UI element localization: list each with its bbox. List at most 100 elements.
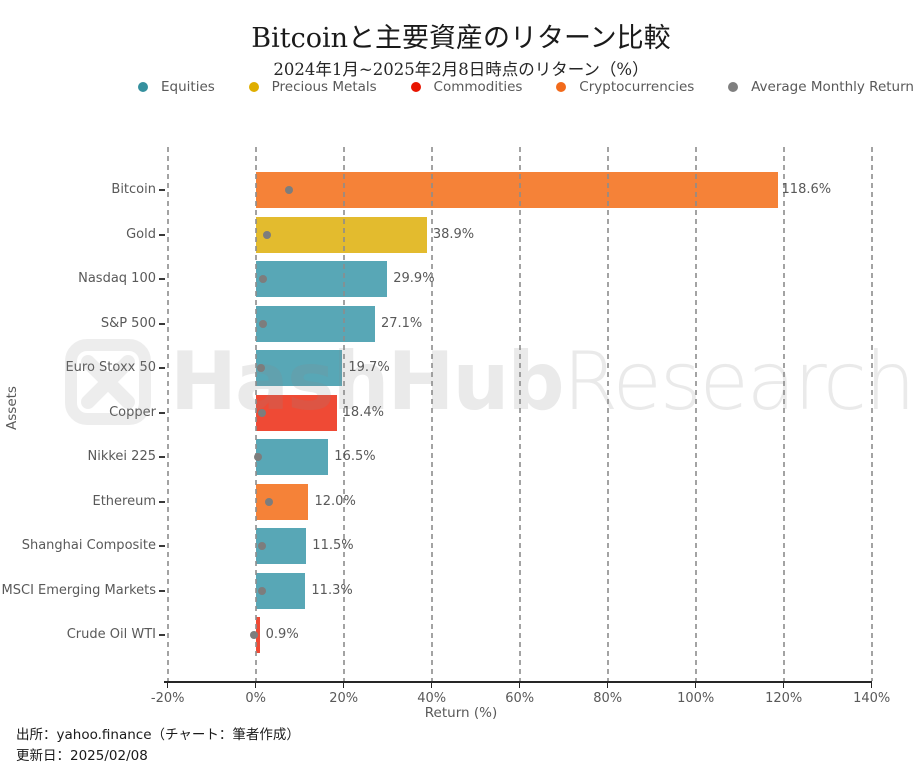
gridline-60: [518, 147, 521, 681]
legend-label: Equities: [161, 79, 215, 95]
x-axis-tick: [342, 682, 345, 688]
watermark: HashHubResearch: [64, 334, 916, 430]
gridline-100: [694, 147, 697, 681]
legend-dot-icon: [248, 82, 259, 92]
bar-copper: [255, 394, 337, 431]
gridline-0: [254, 147, 257, 681]
gridline--20: [166, 147, 169, 681]
bar-euro-stoxx-50: [255, 350, 343, 387]
x-axis-tick: [254, 682, 257, 688]
gridline-80: [606, 147, 609, 681]
category-label-msci-emerging-markets: MSCI Emerging Markets: [1, 582, 156, 598]
y-axis-tick: [159, 589, 165, 592]
legend-item-cryptocurrencies: Cryptocurrencies: [556, 79, 694, 95]
y-axis-tick: [159, 500, 165, 503]
x-axis-tick: [166, 682, 169, 688]
category-label-nikkei-225: Nikkei 225: [87, 449, 157, 465]
chart-title: Bitcoinと主要資産のリターン比較: [251, 23, 671, 54]
avg-monthly-return-dot-crude-oil-wti: [249, 631, 258, 640]
y-axis-tick: [159, 456, 165, 459]
gridline-40: [430, 147, 433, 681]
legend-label: Precious Metals: [271, 79, 377, 95]
legend-item-average-monthly-return: Average Monthly Return: [728, 79, 914, 95]
value-label-ethereum: 12.0%: [314, 493, 356, 509]
x-axis-tick-label: 100%: [677, 691, 715, 706]
legend-dot-icon: [728, 82, 739, 92]
category-label-copper: Copper: [109, 404, 156, 420]
chart-subtitle: 2024年1月~2025年2月8日時点のリターン（%）: [273, 60, 649, 79]
x-axis-tick-label: 80%: [593, 691, 623, 706]
y-axis-title: Assets: [4, 386, 20, 430]
y-axis-tick: [159, 367, 165, 370]
gridline-20: [342, 147, 345, 681]
avg-monthly-return-dot-copper: [257, 408, 266, 417]
legend-item-equities: Equities: [138, 79, 215, 95]
category-label-ethereum: Ethereum: [92, 493, 156, 509]
bar-bitcoin: [255, 172, 778, 209]
avg-monthly-return-dot-ethereum: [265, 497, 274, 506]
legend-dot-icon: [410, 82, 421, 92]
legend-label: Cryptocurrencies: [579, 79, 695, 95]
value-label-gold: 38.9%: [432, 226, 475, 242]
y-axis-tick: [159, 278, 165, 281]
y-axis-tick: [159, 545, 165, 548]
x-axis-tick-label: 140%: [853, 691, 891, 706]
y-axis-tick: [159, 634, 165, 637]
category-label-nasdaq-100: Nasdaq 100: [78, 271, 156, 287]
avg-monthly-return-dot-nasdaq-100: [259, 275, 268, 284]
avg-monthly-return-dot-msci-emerging-markets: [257, 586, 266, 595]
category-label-crude-oil-wti: Crude Oil WTI: [66, 627, 156, 643]
avg-monthly-return-dot-bitcoin: [285, 186, 294, 195]
value-label-bitcoin: 118.6%: [781, 182, 832, 198]
value-label-msci-emerging-markets: 11.3%: [311, 582, 353, 598]
y-axis-tick: [159, 411, 165, 414]
value-label-nikkei-225: 16.5%: [334, 449, 376, 465]
x-axis-tick-label: 0%: [245, 691, 266, 706]
x-axis-tick-label: 60%: [505, 691, 535, 706]
legend-dot-icon: [556, 82, 567, 92]
x-axis-tick-label: -20%: [150, 691, 185, 706]
bar-ethereum: [255, 483, 309, 520]
value-label-crude-oil-wti: 0.9%: [265, 627, 299, 643]
gridline-120: [782, 147, 785, 681]
bar-s-p-500: [255, 305, 375, 342]
footer-updated: 更新日：2025/02/08: [16, 748, 148, 764]
avg-monthly-return-dot-euro-stoxx-50: [256, 364, 265, 373]
avg-monthly-return-dot-s-p-500: [259, 319, 268, 328]
x-axis-line: [164, 681, 872, 683]
value-label-shanghai-composite: 11.5%: [312, 538, 354, 554]
x-axis-title: Return (%): [424, 705, 498, 721]
category-label-gold: Gold: [126, 226, 156, 242]
x-axis-tick-label: 120%: [765, 691, 803, 706]
bar-gold: [255, 216, 427, 253]
value-label-copper: 18.4%: [342, 404, 384, 420]
x-axis-tick-label: 40%: [417, 691, 447, 706]
legend-label: Average Monthly Return: [751, 79, 914, 95]
value-label-nasdaq-100: 29.9%: [393, 271, 435, 287]
avg-monthly-return-dot-shanghai-composite: [258, 542, 267, 551]
x-axis-tick: [518, 682, 521, 688]
category-label-bitcoin: Bitcoin: [111, 182, 156, 198]
y-axis-tick: [159, 322, 165, 325]
legend-label: Commodities: [433, 79, 523, 95]
x-axis-tick: [782, 682, 785, 688]
y-axis-tick: [159, 189, 165, 192]
x-axis-tick: [606, 682, 609, 688]
category-label-s-p-500: S&P 500: [100, 315, 156, 331]
y-axis-tick: [159, 233, 165, 236]
x-axis-tick: [430, 682, 433, 688]
value-label-euro-stoxx-50: 19.7%: [348, 360, 390, 376]
category-label-shanghai-composite: Shanghai Composite: [21, 538, 156, 554]
x-axis-tick-label: 20%: [329, 691, 359, 706]
x-axis-tick: [694, 682, 697, 688]
avg-monthly-return-dot-nikkei-225: [253, 453, 262, 462]
avg-monthly-return-dot-gold: [263, 230, 272, 239]
watermark-text-light: Research: [562, 335, 916, 428]
gridline-140: [870, 147, 873, 681]
x-axis-tick: [870, 682, 873, 688]
legend-item-precious-metals: Precious Metals: [248, 79, 377, 95]
bar-nasdaq-100: [255, 261, 388, 298]
value-label-s-p-500: 27.1%: [380, 315, 423, 331]
legend: Equities Precious Metals Commodities Crypto…: [138, 79, 914, 95]
